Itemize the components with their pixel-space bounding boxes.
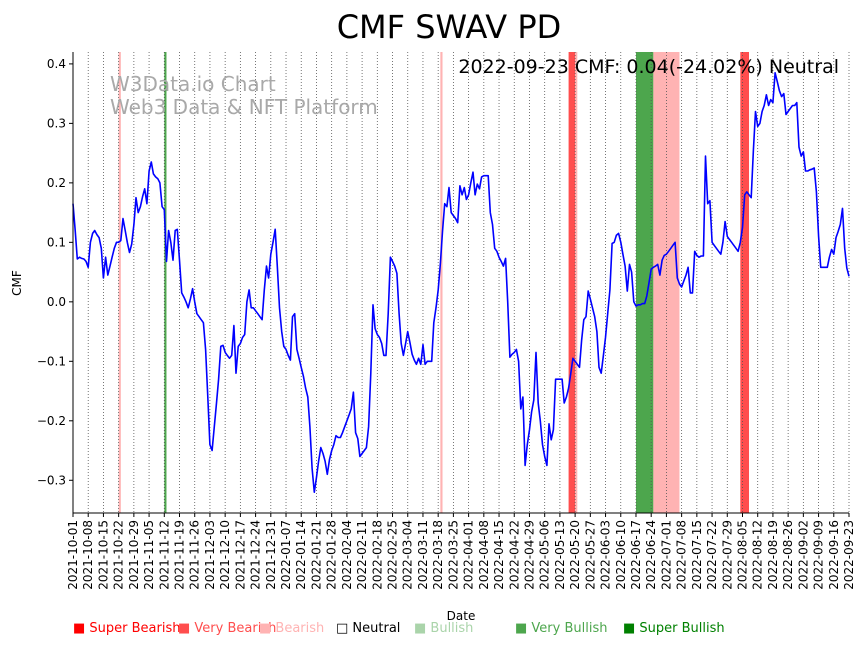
x-tick-label-9: 2021-12-03 <box>203 520 217 590</box>
x-tick-label-34: 2022-05-27 <box>583 520 597 590</box>
legend-item-very-bullish: ■ Very Bullish <box>515 621 608 636</box>
x-tick-label-29: 2022-04-22 <box>507 520 521 590</box>
legend-item-bullish: ■ Bullish <box>414 621 474 636</box>
band-bearish-4 <box>575 52 578 513</box>
x-tick-label-16: 2022-01-21 <box>309 520 323 590</box>
x-tick-label-11: 2021-12-17 <box>233 520 247 590</box>
x-tick-label-3: 2021-10-22 <box>112 520 126 590</box>
x-tick-label-20: 2022-02-18 <box>370 520 384 590</box>
vertical-grid <box>72 52 850 513</box>
x-tick-label-37: 2022-06-17 <box>629 520 643 590</box>
watermark-line-2: Web3 Data & NFT Platform <box>110 95 378 119</box>
y-ticks: −0.3 −0.2 −0.1 0.0 0.1 0.2 0.3 0.4 <box>37 57 73 487</box>
x-tick-label-32: 2022-05-13 <box>553 520 567 590</box>
y-tick-label-6: 0.3 <box>47 116 66 130</box>
x-tick-label-50: 2022-09-16 <box>827 520 841 590</box>
band-bearish-2 <box>440 52 443 513</box>
x-tick-label-40: 2022-07-08 <box>675 520 689 590</box>
legend-item-bearish: ■ Bearish <box>259 621 325 636</box>
x-tick-label-23: 2022-03-11 <box>416 520 430 590</box>
band-very-bullish-5 <box>635 52 654 513</box>
x-tick-label-17: 2022-01-28 <box>325 520 339 590</box>
legend-item-neutral: □ Neutral <box>336 621 401 636</box>
legend: ■ Super Bearish ■ Very Bearish ■ Bearish □ … <box>73 621 853 639</box>
chart-title: CMF SWAV PD <box>337 8 562 46</box>
x-tick-label-28: 2022-04-15 <box>492 520 506 590</box>
x-tick-label-26: 2022-04-01 <box>462 520 476 590</box>
axes <box>72 52 849 514</box>
x-tick-label-4: 2021-10-29 <box>127 520 141 590</box>
x-tick-label-42: 2022-07-22 <box>705 520 719 590</box>
x-tick-label-38: 2022-06-24 <box>644 520 658 590</box>
y-tick-label-5: 0.2 <box>47 176 66 190</box>
cmf-series <box>72 72 850 494</box>
x-tick-label-47: 2022-08-26 <box>781 520 795 590</box>
x-tick-label-25: 2022-03-25 <box>446 520 460 590</box>
x-axis-label: Date <box>447 609 476 623</box>
y-axis-label: CMF <box>10 270 24 296</box>
watermark: W3Data.io Chart Web3 Data & NFT Platform <box>110 72 378 119</box>
x-tick-label-33: 2022-05-20 <box>568 520 582 590</box>
x-tick-label-6: 2021-11-12 <box>157 520 171 590</box>
x-ticks: 2021-10-01 2021-10-08 2021-10-15 2021-10-22… <box>66 513 856 590</box>
y-tick-label-1: −0.2 <box>37 414 66 428</box>
x-tick-label-49: 2022-09-09 <box>812 520 826 590</box>
x-tick-label-27: 2022-04-08 <box>477 520 491 590</box>
x-tick-label-1: 2021-10-08 <box>81 520 95 590</box>
x-tick-label-12: 2021-12-24 <box>249 520 263 590</box>
band-very-bearish-3 <box>568 52 576 513</box>
legend-item-very-bearish: ■ Very Bearish <box>178 621 277 636</box>
x-tick-label-46: 2022-08-19 <box>766 520 780 590</box>
x-tick-label-10: 2021-12-10 <box>218 520 232 590</box>
x-tick-label-19: 2022-02-11 <box>355 520 369 590</box>
x-tick-label-35: 2022-06-03 <box>599 520 613 590</box>
x-tick-label-24: 2022-03-18 <box>431 520 445 590</box>
x-tick-label-14: 2022-01-07 <box>279 520 293 590</box>
x-tick-label-21: 2022-02-25 <box>386 520 400 590</box>
x-tick-label-31: 2022-05-06 <box>538 520 552 590</box>
x-tick-label-15: 2022-01-14 <box>294 520 308 590</box>
x-tick-label-30: 2022-04-29 <box>522 520 536 590</box>
x-tick-label-44: 2022-08-05 <box>735 520 749 590</box>
series-line-0 <box>72 72 850 494</box>
y-tick-label-3: 0.0 <box>47 295 66 309</box>
x-tick-label-51: 2022-09-23 <box>842 520 856 590</box>
band-very-bearish-7 <box>740 52 750 513</box>
x-tick-label-2: 2021-10-15 <box>96 520 110 590</box>
x-tick-label-8: 2021-11-26 <box>188 520 202 590</box>
legend-item-super-bearish: ■ Super Bearish <box>73 621 181 636</box>
y-tick-label-2: −0.1 <box>37 354 66 368</box>
x-tick-label-18: 2022-02-04 <box>340 520 354 590</box>
x-tick-label-13: 2021-12-31 <box>264 520 278 590</box>
x-tick-label-36: 2022-06-10 <box>614 520 628 590</box>
x-tick-label-41: 2022-07-15 <box>690 520 704 590</box>
band-bearish-0 <box>118 52 121 513</box>
x-tick-label-43: 2022-07-29 <box>720 520 734 590</box>
x-tick-label-5: 2021-11-05 <box>142 520 156 590</box>
x-tick-label-0: 2021-10-01 <box>66 520 80 590</box>
y-tick-label-4: 0.1 <box>47 235 66 249</box>
x-tick-label-22: 2022-03-04 <box>401 520 415 590</box>
watermark-line-1: W3Data.io Chart <box>110 72 276 96</box>
y-tick-label-7: 0.4 <box>47 57 66 71</box>
x-tick-label-48: 2022-09-02 <box>796 520 810 590</box>
x-tick-label-39: 2022-07-01 <box>659 520 673 590</box>
x-tick-label-7: 2021-11-19 <box>173 520 187 590</box>
legend-item-super-bullish: ■ Super Bullish <box>623 621 725 636</box>
x-tick-label-45: 2022-08-12 <box>751 520 765 590</box>
latest-value-annotation: 2022-09-23 CMF: 0.04(-24.02%) Neutral <box>458 56 839 78</box>
band-very-bullish-1 <box>164 52 167 513</box>
y-tick-label-0: −0.3 <box>37 473 66 487</box>
